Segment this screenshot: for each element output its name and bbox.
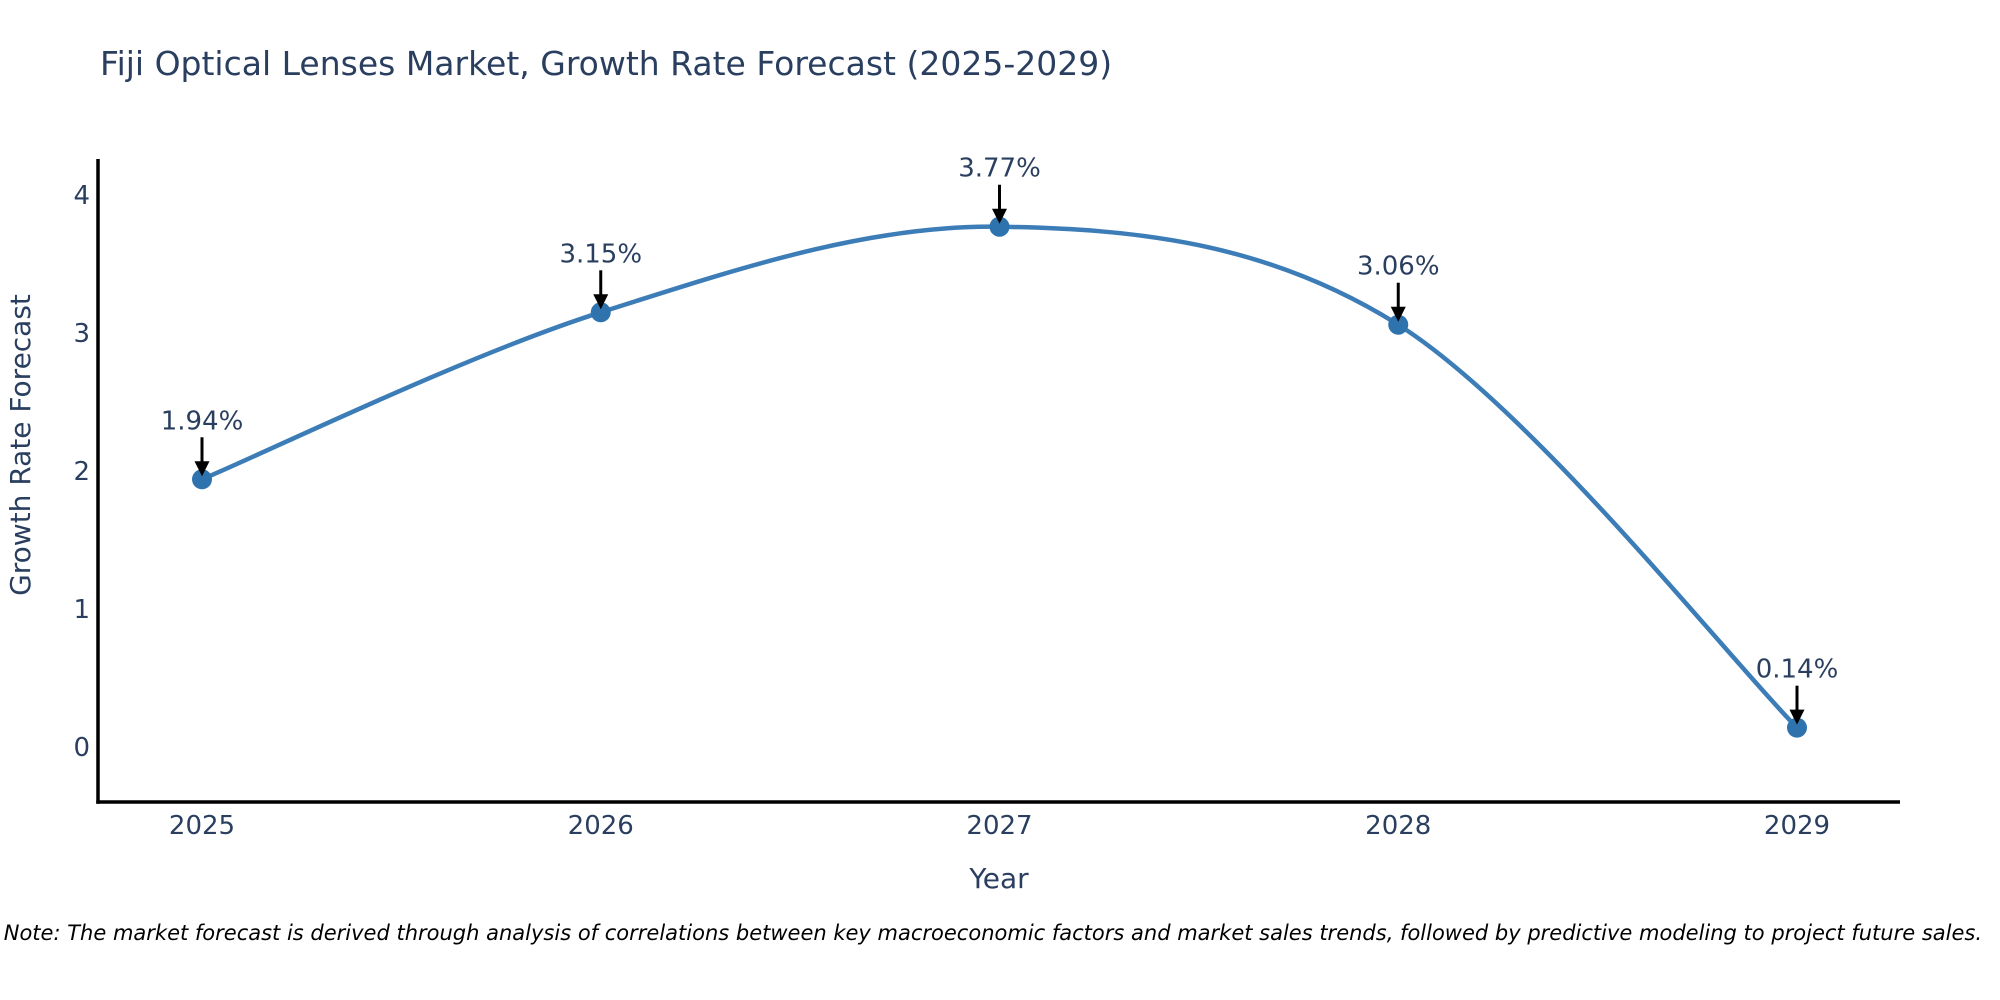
- annotation-arrowhead-icon: [1390, 306, 1406, 322]
- x-axis-tick-labels: 2025 2026 2027 2028 2029: [169, 811, 1830, 841]
- data-point-label: 1.94%: [161, 406, 244, 436]
- y-axis-tick-labels: 0 1 2 3 4: [73, 181, 90, 763]
- y-tick-label: 2: [73, 457, 90, 487]
- x-tick-label: 2027: [966, 811, 1032, 841]
- data-point-label: 3.06%: [1357, 252, 1440, 282]
- x-tick-label: 2029: [1764, 811, 1830, 841]
- data-point-label: 3.77%: [958, 154, 1041, 184]
- data-point-marker[interactable]: [989, 216, 1010, 237]
- x-tick-label: 2025: [169, 811, 235, 841]
- annotation-arrowhead-icon: [593, 294, 609, 310]
- point-annotations: 1.94% 3.15% 3.77% 3.06% 0.14%: [161, 154, 1839, 725]
- annotation-arrowhead-icon: [1789, 709, 1805, 725]
- x-tick-label: 2026: [568, 811, 634, 841]
- x-tick-label: 2028: [1365, 811, 1431, 841]
- x-axis-title: Year: [968, 862, 1029, 895]
- footnote: Note: The market forecast is derived thr…: [4, 921, 1982, 945]
- data-point-marker[interactable]: [192, 469, 212, 490]
- chart-title: Fiji Optical Lenses Market, Growth Rate …: [100, 44, 1112, 83]
- data-point-label: 0.14%: [1756, 655, 1839, 685]
- data-point-marker[interactable]: [1388, 314, 1409, 335]
- y-tick-label: 0: [73, 733, 90, 763]
- series-line: [199, 224, 1800, 730]
- y-tick-label: 1: [73, 595, 90, 625]
- data-point-marker[interactable]: [1787, 717, 1807, 738]
- y-axis-title: Growth Rate Forecast: [4, 294, 37, 596]
- y-tick-label: 3: [73, 319, 90, 349]
- annotation-arrowhead-icon: [194, 461, 210, 477]
- y-tick-label: 4: [73, 181, 90, 211]
- series-markers: [192, 216, 1807, 738]
- data-point-marker[interactable]: [590, 302, 611, 323]
- data-point-label: 3.15%: [559, 239, 642, 269]
- annotation-arrowhead-icon: [992, 208, 1007, 224]
